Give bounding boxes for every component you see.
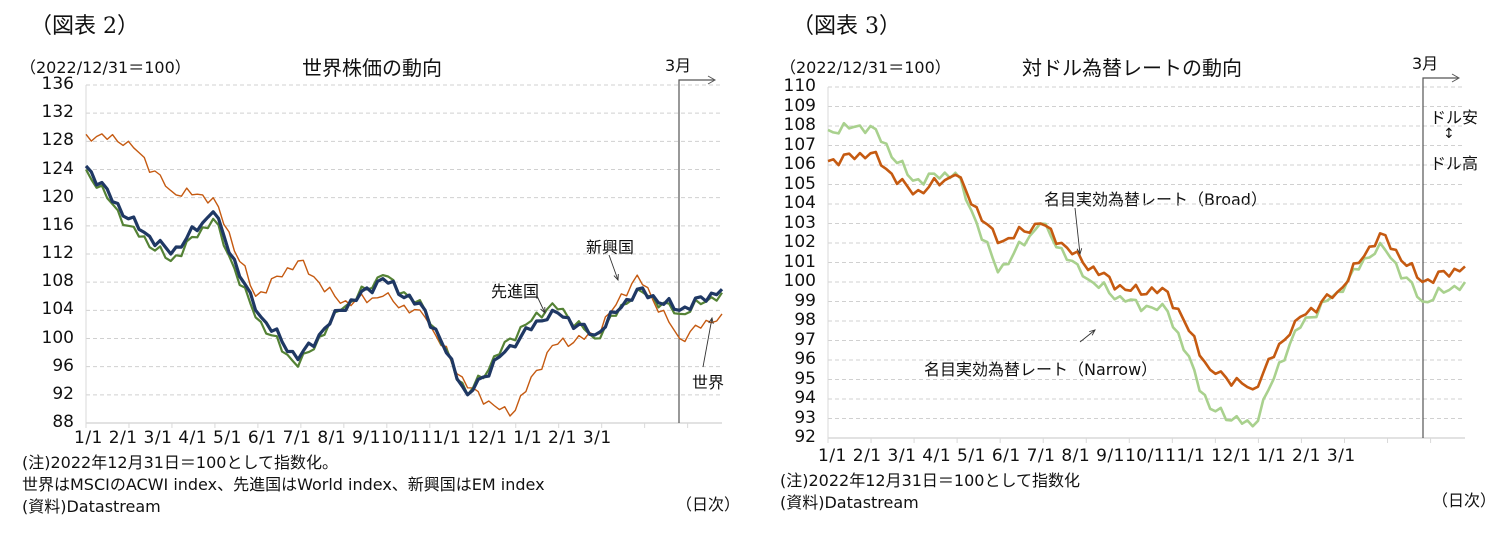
note-2: 世界はMSCIのACWI index、先進国はWorld index、新興国はE…: [22, 475, 545, 494]
x-axis-ticks: 1/1 2/1 3/1 4/1 5/1 6/1 7/1 8/1 9/110/11…: [818, 446, 1356, 466]
march-marker-line: [1422, 77, 1458, 438]
y-tick-label: 108: [41, 271, 74, 292]
annotation-narrow: 名目実効為替レート（Narrow）: [924, 360, 1158, 379]
y-tick-label: 92: [794, 427, 816, 447]
pointer-developed: [536, 295, 546, 314]
x-axis-unit: （日次）: [676, 495, 741, 514]
x-axis-ticks: 1/1 2/1 3/1 4/1 5/1 6/1 7/1 8/1 9/110/11…: [74, 428, 612, 448]
pointer-broad: [1074, 207, 1081, 255]
y-tick-label: 104: [783, 193, 816, 213]
unit-label: （2022/12/31＝100）: [780, 58, 951, 77]
y-tick-label: 98: [794, 310, 816, 330]
arrow-right-icon: [707, 75, 717, 85]
y-tick-label: 93: [794, 407, 816, 428]
y-tick-label: 124: [41, 158, 74, 179]
series-line: [827, 121, 1467, 428]
arrow-head-icon: [1076, 248, 1083, 256]
pointer-world: [702, 317, 713, 368]
series-line: [85, 133, 723, 417]
unit-label: （2022/12/31＝100）: [20, 58, 191, 77]
y-tick-label: 100: [41, 327, 74, 348]
annotation-emerging: 新興国: [586, 238, 635, 257]
y-tick-label: 107: [783, 134, 816, 155]
y-tick-label: 136: [41, 74, 74, 94]
figure-label: （図表 3）: [792, 14, 901, 39]
y-tick-label: 95: [794, 368, 816, 389]
arrow-head-icon: [1089, 329, 1096, 336]
y-tick-label: 103: [783, 212, 816, 233]
y-tick-label: 99: [794, 290, 816, 311]
annotation-world: 世界: [692, 373, 725, 392]
march-marker-label: 3月: [1412, 54, 1439, 73]
arrow-head-icon: [708, 316, 714, 324]
march-marker-line: [678, 79, 714, 423]
y-tick-label: 100: [783, 271, 816, 291]
y-tick-label: 116: [41, 214, 74, 235]
y-tick-label: 96: [794, 349, 816, 369]
y-tick-label: 112: [41, 243, 74, 263]
y-tick-label: 88: [52, 412, 74, 432]
arrow-head-icon: [613, 273, 619, 282]
y-tick-label: 128: [41, 130, 74, 151]
y-tick-label: 105: [783, 173, 816, 194]
arrow-head-icon: [540, 306, 546, 315]
y-tick-label: 132: [41, 102, 74, 123]
y-tick-label: 94: [794, 388, 816, 408]
y-tick-label: 92: [52, 383, 74, 404]
annotation-developed: 先進国: [491, 282, 540, 301]
dollar-strong-label: ドル高: [1430, 154, 1479, 173]
y-tick-label: 120: [41, 186, 74, 207]
march-marker-label: 3月: [665, 56, 692, 75]
y-tick-label: 101: [783, 251, 816, 272]
y-tick-label: 102: [783, 232, 816, 252]
series-line: [84, 164, 724, 397]
source-note: (資料)Datastream: [780, 493, 919, 512]
chart-title: 対ドル為替レートの動向: [1022, 56, 1242, 80]
figure-label: （図表 2）: [30, 14, 139, 39]
y-tick-label: 96: [52, 355, 74, 376]
chart-title: 世界株価の動向: [302, 56, 442, 80]
series-line: [827, 150, 1466, 391]
dollar-weak-label: ドル安: [1430, 108, 1479, 127]
note-1: (注)2022年12月31日＝100として指数化: [780, 471, 1080, 490]
series-line: [85, 168, 723, 396]
pointer-emerging: [608, 254, 619, 281]
pointer-narrow: [1079, 329, 1096, 343]
arrow-right-icon: [1451, 73, 1461, 83]
source-note: (資料)Datastream: [22, 497, 161, 516]
y-tick-label: 109: [783, 95, 816, 116]
x-axis-unit: （日次）: [1432, 491, 1497, 510]
y-tick-label: 104: [41, 299, 74, 320]
up-down-arrow-icon: ↕: [1443, 126, 1455, 142]
note-1: (注)2022年12月31日＝100として指数化。: [22, 453, 338, 472]
annotation-broad: 名目実効為替レート（Broad）: [1044, 190, 1267, 209]
y-tick-label: 97: [794, 329, 816, 350]
y-tick-label: 110: [783, 76, 816, 96]
y-tick-label: 106: [783, 154, 816, 174]
y-tick-label: 108: [783, 115, 816, 135]
